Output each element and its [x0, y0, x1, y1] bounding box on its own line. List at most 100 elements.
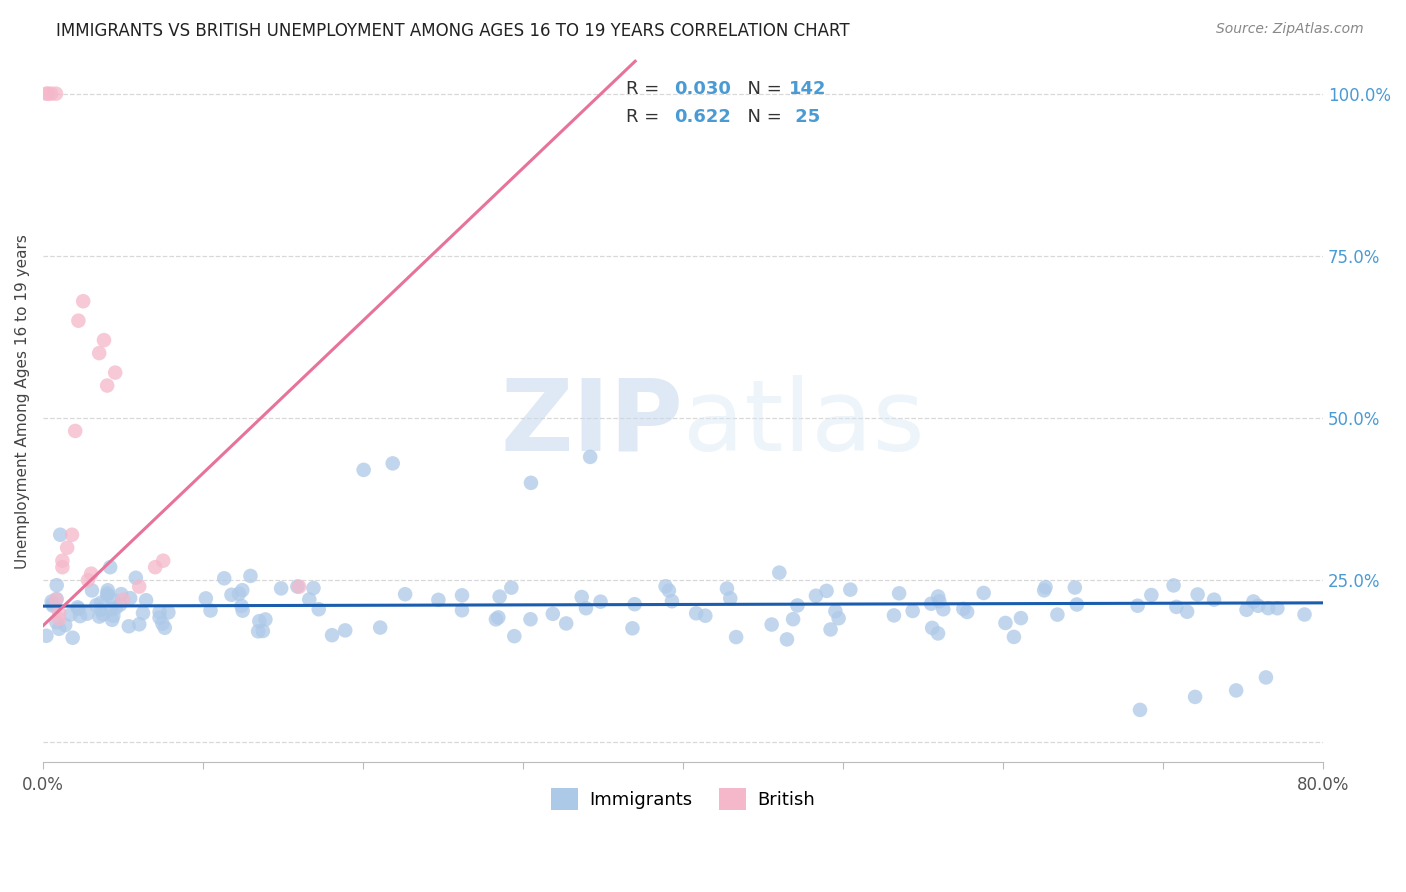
- Point: [520, 475, 543, 490]
- Point: [96, 586, 118, 600]
- Point: [335, 624, 357, 638]
- Point: [239, 569, 262, 583]
- Point: [132, 606, 155, 620]
- Point: [1254, 670, 1277, 684]
- Point: [658, 583, 681, 598]
- Text: R =: R =: [626, 79, 665, 97]
- Y-axis label: Unemployment Among Ages 16 to 19 years: Unemployment Among Ages 16 to 19 years: [15, 235, 30, 569]
- Point: [1243, 594, 1265, 608]
- Point: [232, 604, 254, 618]
- Point: [60, 527, 83, 541]
- Point: [1046, 607, 1069, 622]
- Point: [149, 605, 172, 619]
- Point: [101, 613, 124, 627]
- Point: [768, 566, 790, 580]
- Point: [89, 346, 111, 360]
- Point: [103, 593, 125, 607]
- Point: [1035, 580, 1057, 594]
- Point: [41, 594, 63, 608]
- Point: [394, 587, 416, 601]
- Point: [761, 617, 783, 632]
- Point: [685, 607, 707, 621]
- Point: [157, 606, 180, 620]
- Point: [1247, 599, 1270, 613]
- Point: [654, 579, 676, 593]
- Point: [200, 603, 222, 617]
- Point: [827, 611, 849, 625]
- Point: [120, 591, 142, 606]
- Point: [112, 592, 135, 607]
- Text: 0.622: 0.622: [675, 108, 731, 127]
- Point: [77, 573, 100, 587]
- Point: [555, 616, 578, 631]
- Point: [718, 591, 741, 606]
- Point: [920, 597, 942, 611]
- Point: [782, 612, 804, 626]
- Point: [824, 604, 846, 618]
- Point: [48, 612, 70, 626]
- Point: [661, 594, 683, 608]
- Point: [571, 590, 593, 604]
- Point: [368, 621, 391, 635]
- Point: [67, 602, 90, 616]
- Point: [1257, 601, 1279, 615]
- Text: Source: ZipAtlas.com: Source: ZipAtlas.com: [1216, 22, 1364, 37]
- Point: [247, 614, 270, 628]
- Point: [451, 603, 474, 617]
- Point: [695, 608, 717, 623]
- Point: [80, 566, 103, 581]
- Point: [69, 609, 91, 624]
- Point: [1202, 592, 1225, 607]
- Point: [1236, 603, 1258, 617]
- Point: [804, 589, 827, 603]
- Point: [501, 581, 523, 595]
- Point: [252, 624, 274, 638]
- Point: [921, 621, 943, 635]
- Point: [288, 580, 311, 594]
- Point: [35, 629, 58, 643]
- Point: [66, 600, 89, 615]
- Point: [148, 610, 170, 624]
- Point: [353, 463, 375, 477]
- Point: [1063, 581, 1085, 595]
- Point: [901, 604, 924, 618]
- Point: [67, 314, 90, 328]
- Point: [503, 629, 526, 643]
- Point: [35, 87, 58, 101]
- Point: [427, 592, 450, 607]
- Point: [308, 602, 330, 616]
- Point: [541, 607, 564, 621]
- Point: [104, 600, 127, 615]
- Point: [486, 610, 509, 624]
- Point: [451, 588, 474, 602]
- Point: [621, 621, 644, 635]
- Point: [1002, 630, 1025, 644]
- Point: [231, 583, 253, 598]
- Point: [93, 333, 115, 347]
- Point: [287, 580, 309, 594]
- Point: [49, 527, 72, 541]
- Point: [952, 602, 974, 616]
- Point: [90, 596, 112, 610]
- Point: [887, 586, 910, 600]
- Point: [1225, 683, 1247, 698]
- Point: [927, 590, 949, 604]
- Text: IMMIGRANTS VS BRITISH UNEMPLOYMENT AMONG AGES 16 TO 19 YEARS CORRELATION CHART: IMMIGRANTS VS BRITISH UNEMPLOYMENT AMONG…: [56, 22, 849, 40]
- Point: [228, 587, 250, 601]
- Point: [589, 595, 612, 609]
- Point: [96, 378, 118, 392]
- Point: [231, 599, 253, 613]
- Point: [59, 607, 82, 622]
- Point: [51, 560, 73, 574]
- Point: [786, 599, 808, 613]
- Point: [53, 618, 76, 632]
- Point: [96, 589, 118, 603]
- Point: [302, 581, 325, 595]
- Point: [135, 593, 157, 607]
- Point: [1267, 601, 1289, 615]
- Point: [37, 87, 59, 101]
- Point: [150, 616, 173, 631]
- Point: [45, 615, 67, 630]
- Point: [519, 612, 541, 626]
- Point: [45, 592, 67, 607]
